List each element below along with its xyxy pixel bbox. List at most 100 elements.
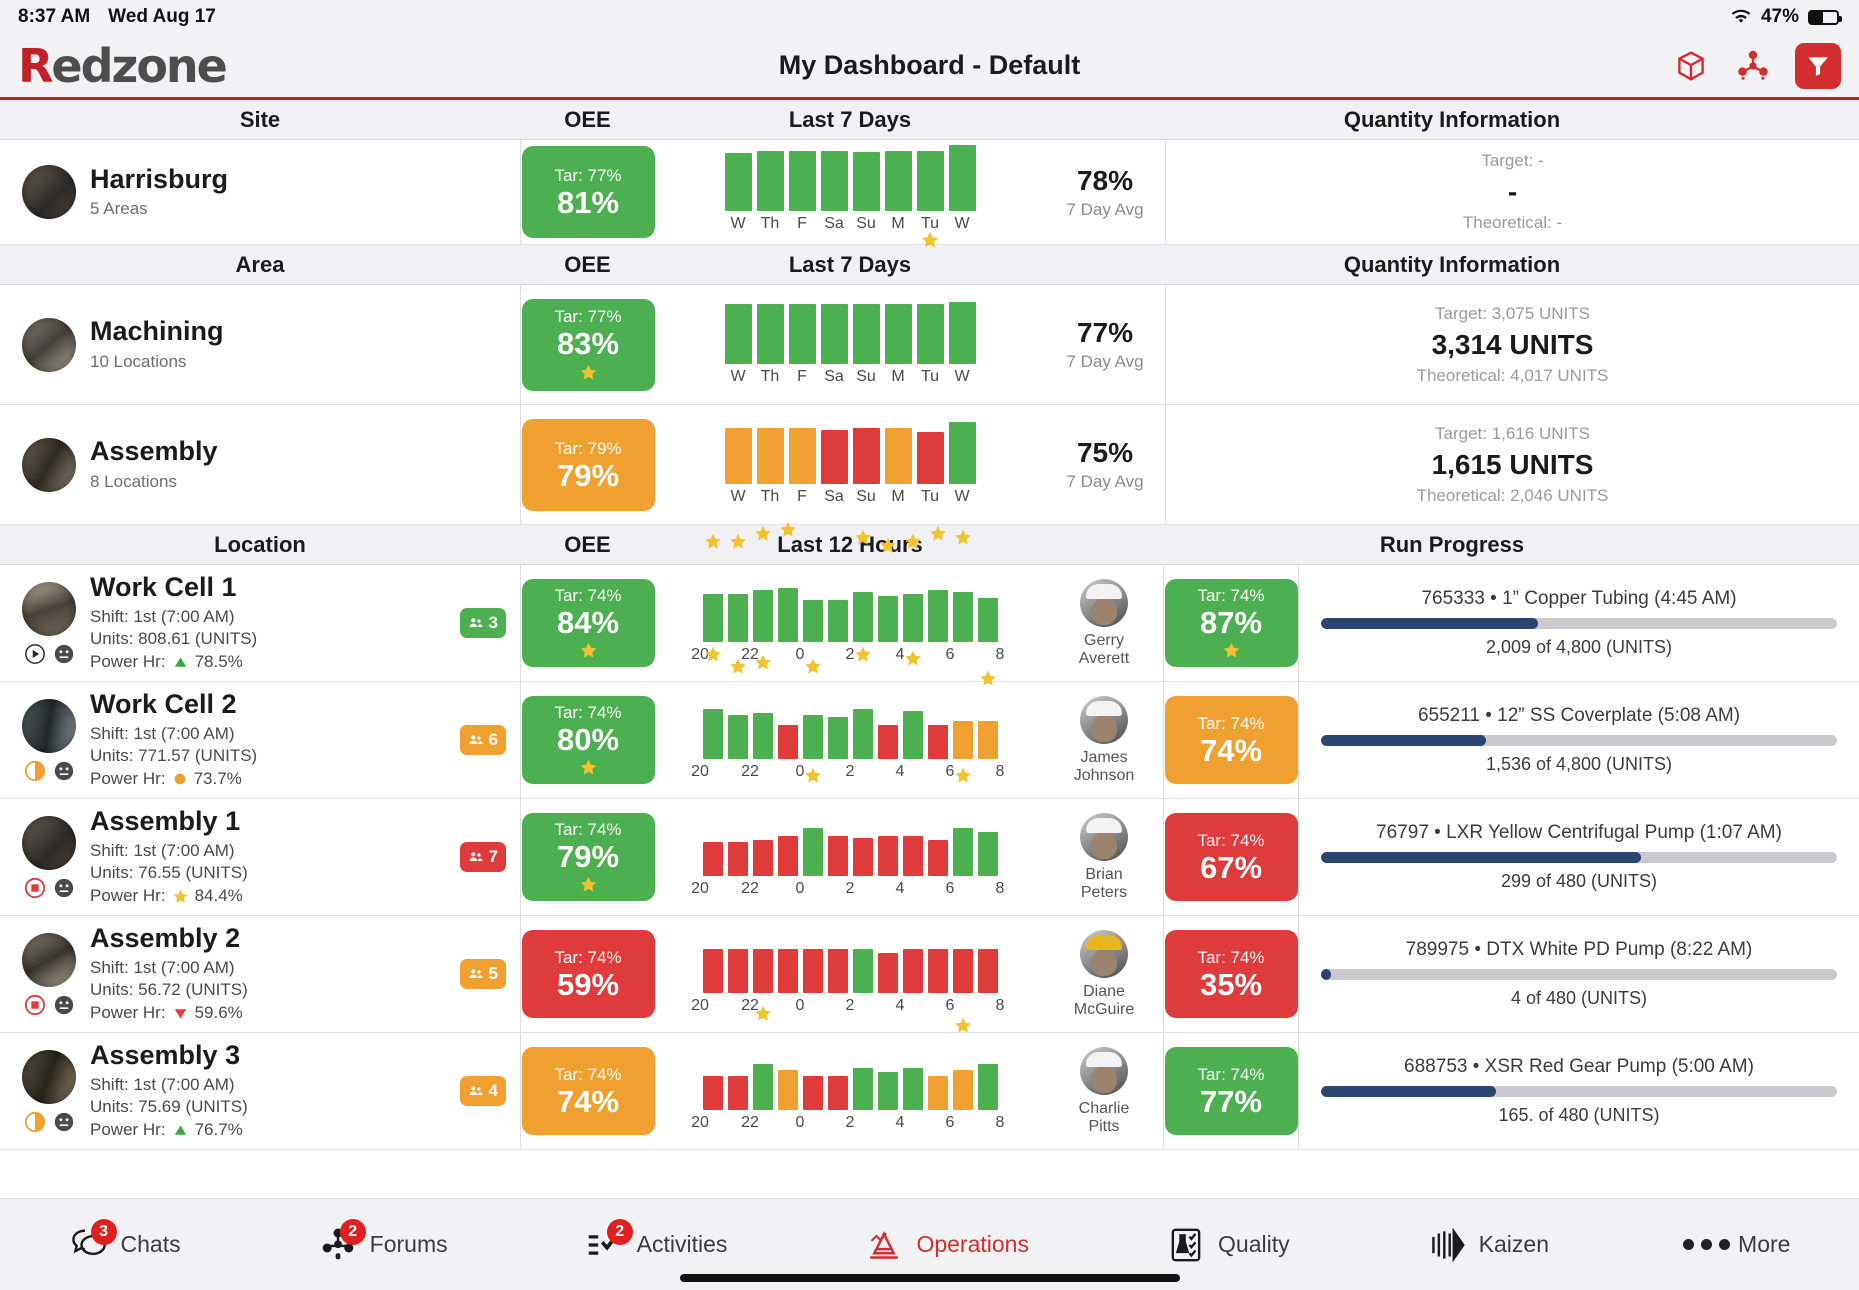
oee-tile[interactable]: Tar: 74% 84% xyxy=(521,579,655,667)
bar-chart[interactable]: 20 22 0 2 4 6 8 xyxy=(655,646,1045,798)
neutral-face-icon[interactable] xyxy=(53,643,75,665)
oee-tile[interactable]: Tar: 74% 87% xyxy=(1164,579,1298,667)
table-row[interactable]: Machining 10 Locations Tar: 77% 83% W Th F Sa Su… xyxy=(0,231,1859,405)
run-progress-cell[interactable]: 789975 • DTX White PD Pump (8:22 AM) 4 of… xyxy=(1298,916,1859,1032)
run-progress-cell[interactable]: 655211 • 12” SS Coverplate (5:08 AM) 1,53… xyxy=(1298,682,1859,798)
location-name-cell[interactable]: Work Cell 2 Shift: 1st (7:00 AM) Units: 77… xyxy=(0,682,520,798)
neutral-face-icon[interactable] xyxy=(53,760,75,782)
redzone-logo: Redzone xyxy=(18,39,228,93)
oee-tile[interactable]: Tar: 74% 35% xyxy=(1164,930,1298,1018)
oee-tile[interactable]: Tar: 74% 79% xyxy=(521,813,655,901)
oee-tile[interactable]: Tar: 79% 79% xyxy=(521,418,655,511)
bar-chart[interactable]: W Th F Sa Su M Tu W xyxy=(655,231,1045,404)
tab-label: Activities xyxy=(636,1231,728,1257)
table-row[interactable]: Assembly 2 Shift: 1st (7:00 AM) Units: 56.… xyxy=(0,916,1859,1033)
neutral-face-icon[interactable] xyxy=(53,994,75,1016)
run-progress-cell[interactable]: 76797 • LXR Yellow Centrifugal Pump (1:0… xyxy=(1298,799,1859,915)
oee-tile[interactable]: Tar: 77% 83% xyxy=(521,298,655,391)
chart-bar xyxy=(777,588,798,642)
half-circle-icon[interactable] xyxy=(24,1111,46,1133)
bar-chart[interactable]: 20 22 0 2 4 6 8 xyxy=(655,916,1045,1032)
location-name-cell[interactable]: Work Cell 1 Shift: 1st (7:00 AM) Units: 80… xyxy=(0,565,520,681)
oee-tile[interactable]: Tar: 74% 67% xyxy=(1164,813,1298,901)
stop-icon[interactable] xyxy=(24,994,46,1016)
table-row[interactable]: Work Cell 1 Shift: 1st (7:00 AM) Units: 80… xyxy=(0,521,1859,682)
location-name-cell[interactable]: Assembly 2 Shift: 1st (7:00 AM) Units: 56.… xyxy=(0,916,520,1032)
play-icon[interactable] xyxy=(24,643,46,665)
bar-chart[interactable]: 20 22 0 2 4 6 8 xyxy=(655,521,1045,681)
entity-name-cell[interactable]: Machining 10 Locations xyxy=(0,285,520,404)
run-progress-cell[interactable]: 688753 • XSR Red Gear Pump (5:00 AM) 165.… xyxy=(1298,1033,1859,1149)
tab-activities[interactable]: 2 Activities xyxy=(575,1218,738,1271)
bar-item xyxy=(977,949,998,993)
oee-tile[interactable]: Tar: 74% 74% xyxy=(521,1047,655,1135)
run-subtitle: 299 of 480 (UNITS) xyxy=(1500,871,1658,891)
axis-label: 2 xyxy=(845,646,855,663)
oee-tile[interactable]: Tar: 74% 74% xyxy=(1164,696,1298,784)
half-circle-icon[interactable] xyxy=(24,760,46,782)
bar-item xyxy=(877,953,898,993)
axis-label: W xyxy=(954,367,970,385)
neutral-face-icon[interactable] xyxy=(53,1111,75,1133)
chart-bar xyxy=(916,151,944,211)
operator-cell[interactable]: Charlie Pitts xyxy=(1045,1033,1163,1149)
chart-bar xyxy=(952,1070,973,1110)
operator-cell[interactable]: Brian Peters xyxy=(1045,799,1163,915)
stop-icon[interactable] xyxy=(24,877,46,899)
entity-name-cell[interactable]: Harrisburg 5 Areas xyxy=(0,140,520,244)
bar-chart[interactable]: W Th F Sa Su M Tu W xyxy=(655,140,1045,244)
location-name-cell[interactable]: Assembly 1 Shift: 1st (7:00 AM) Units: 76.… xyxy=(0,799,520,915)
crew-badge[interactable]: 7 xyxy=(459,842,506,872)
header-site-chart: Last 7 Days xyxy=(788,106,912,132)
tab-kaizen[interactable]: Kaizen xyxy=(1417,1219,1559,1271)
axis-label: 20 xyxy=(691,763,709,780)
filter-button[interactable] xyxy=(1795,42,1841,89)
table-row[interactable]: Assembly 8 Locations Tar: 79% 79% W Th F Sa Su M T… xyxy=(0,405,1859,525)
oee-tile[interactable]: Tar: 77% 81% xyxy=(521,146,655,238)
oee-target: Tar: 74% xyxy=(1197,714,1265,734)
tab-forums[interactable]: 2 Forums xyxy=(308,1218,458,1271)
table-row[interactable]: Harrisburg 5 Areas Tar: 77% 81% W Th F Sa Su M Tu W… xyxy=(0,140,1859,245)
axis-label: Sa xyxy=(824,367,844,385)
crew-badge[interactable]: 6 xyxy=(459,725,506,755)
axis-label: 6 xyxy=(945,880,955,897)
oee-cell: Tar: 74% 59% xyxy=(520,916,655,1032)
chart-bar xyxy=(802,828,823,876)
axis-label: W xyxy=(730,487,746,505)
axis-label: 8 xyxy=(995,763,1005,780)
axis-label: W xyxy=(730,367,746,385)
tab-chats[interactable]: 3 Chats xyxy=(59,1218,191,1271)
bar-chart[interactable]: 20 22 0 2 4 6 8 xyxy=(655,1005,1045,1149)
run-progress-cell[interactable]: 765333 • 1” Copper Tubing (4:45 AM) 2,009… xyxy=(1298,565,1859,681)
run-oee-cell: Tar: 74% 77% xyxy=(1163,1033,1298,1149)
star-icon xyxy=(878,536,897,559)
package-icon[interactable] xyxy=(1671,46,1711,86)
operator-cell[interactable]: Diane McGuire xyxy=(1045,916,1163,1032)
crew-badge[interactable]: 3 xyxy=(459,608,506,638)
neutral-face-icon[interactable] xyxy=(53,877,75,899)
star-icon xyxy=(703,645,722,668)
network-icon[interactable] xyxy=(1733,46,1773,86)
crew-badge[interactable]: 5 xyxy=(459,959,506,989)
tab-label: Kaizen xyxy=(1478,1231,1549,1257)
axis-label xyxy=(865,997,885,1015)
bar-chart[interactable]: W Th F Sa Su M Tu W xyxy=(655,405,1045,524)
tab-operations[interactable]: Operations xyxy=(854,1219,1039,1271)
tab-more[interactable]: More xyxy=(1676,1219,1800,1271)
operator-cell[interactable]: James Johnson xyxy=(1045,682,1163,798)
table-row[interactable]: Assembly 3 Shift: 1st (7:00 AM) Units: 75.… xyxy=(0,1005,1859,1150)
table-row[interactable]: Assembly 1 Shift: 1st (7:00 AM) Units: 76.… xyxy=(0,767,1859,916)
location-name-cell[interactable]: Assembly 3 Shift: 1st (7:00 AM) Units: 75.… xyxy=(0,1033,520,1149)
operator-cell[interactable]: Gerry Averett xyxy=(1045,565,1163,681)
crew-badge[interactable]: 4 xyxy=(459,1076,506,1106)
bar-item xyxy=(702,533,723,642)
oee-tile[interactable]: Tar: 74% 77% xyxy=(1164,1047,1298,1135)
oee-tile[interactable]: Tar: 74% 80% xyxy=(521,696,655,784)
entity-name-cell[interactable]: Assembly 8 Locations xyxy=(0,405,520,524)
table-row[interactable]: Work Cell 2 Shift: 1st (7:00 AM) Units: 77… xyxy=(0,646,1859,799)
chart-bar xyxy=(727,594,748,642)
oee-tile[interactable]: Tar: 74% 59% xyxy=(521,930,655,1018)
bar-chart[interactable]: 20 22 0 2 4 6 8 xyxy=(655,767,1045,915)
chart-bar xyxy=(852,303,880,364)
tab-quality[interactable]: Quality xyxy=(1156,1219,1300,1271)
